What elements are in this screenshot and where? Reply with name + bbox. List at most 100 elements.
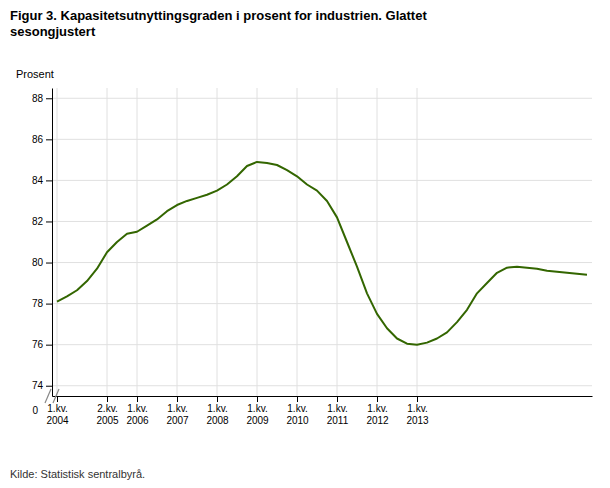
y-tick: 82	[32, 216, 52, 227]
title-line: sesongjustert	[10, 24, 96, 39]
tick-mark	[46, 386, 52, 387]
marks	[57, 162, 587, 345]
grid-line	[377, 88, 378, 396]
tick-label-line: 1.kv.	[47, 403, 67, 414]
grid-line	[52, 180, 592, 181]
x-tick: 2.kv.2005	[96, 396, 119, 426]
tick-mark	[46, 263, 52, 264]
tick-mark	[107, 396, 108, 402]
tick-label-line: 1.kv.	[327, 403, 347, 414]
tick-label-line: 1.kv.	[247, 403, 267, 414]
grid-line	[57, 88, 58, 396]
x-tick: 1.kv.2011	[327, 396, 349, 426]
tick-label: 1.kv.2004	[46, 403, 69, 426]
grid-line	[177, 88, 178, 396]
grid	[52, 88, 592, 396]
tick-label: 86	[32, 134, 44, 145]
tick-label-line: 1.kv.	[207, 403, 227, 414]
tick-label-line: 1.kv.	[127, 403, 147, 414]
tick-label-line: 2006	[126, 415, 149, 426]
grid-line	[257, 88, 258, 396]
grid-line	[297, 88, 298, 396]
source: Kilde: Statistisk sentralbyrå.	[10, 468, 145, 480]
tick-label-line: 2012	[366, 415, 389, 426]
tick-mark	[337, 396, 338, 402]
break-mark	[53, 389, 59, 403]
tick-label: 76	[32, 339, 44, 350]
y-tick: 80	[32, 257, 52, 268]
axis-line	[52, 89, 53, 397]
grid-line	[52, 385, 592, 386]
tick-label-line: 2008	[206, 415, 229, 426]
tick-mark	[257, 396, 258, 402]
tick-label: 88	[32, 93, 44, 104]
grid-line	[217, 88, 218, 396]
axis-line	[53, 396, 593, 397]
tick-label: 2.kv.2005	[96, 403, 119, 426]
y-label: Prosent	[16, 68, 54, 80]
y-axis: 74 76 78 80 82 84 86 88	[32, 89, 53, 397]
tick-mark	[417, 396, 418, 402]
tick-label-line: 1.kv.	[167, 403, 187, 414]
tick-mark	[137, 396, 138, 402]
plot: 74767880828486881.kv.20042.kv.20051.kv.2…	[16, 68, 593, 426]
tick-label: 74	[32, 380, 44, 391]
grid-line	[337, 88, 338, 396]
x-tick: 1.kv.2013	[406, 396, 429, 426]
tick-mark	[46, 345, 52, 346]
grid-line	[52, 221, 592, 222]
tick-label: 1.kv.2006	[126, 403, 149, 426]
tick-mark	[217, 396, 218, 402]
tick-mark	[377, 396, 378, 402]
grid-line	[417, 88, 418, 396]
tick-label: 1.kv.2010	[286, 403, 309, 426]
tick-label-line: 2004	[46, 415, 69, 426]
y-tick: 76	[32, 339, 52, 350]
break-mark	[45, 389, 51, 403]
title-line: Figur 3. Kapasitetsutnyttingsgraden i pr…	[10, 8, 427, 23]
tick-label: 82	[32, 216, 44, 227]
y-tick: 86	[32, 134, 52, 145]
grid-line	[52, 139, 592, 140]
tick-mark	[177, 396, 178, 402]
grid-line	[52, 98, 592, 99]
tick-mark	[46, 139, 52, 140]
x-tick: 1.kv.2007	[166, 396, 189, 426]
tick-label-line: 1.kv.	[367, 403, 387, 414]
tick-label-line: 1.kv.	[287, 403, 307, 414]
tick-mark	[46, 180, 52, 181]
tick-label: 78	[32, 298, 44, 309]
tick-mark	[46, 221, 52, 222]
tick-label: 80	[32, 257, 44, 268]
tick-label: 1.kv.2008	[206, 403, 229, 426]
x-tick: 1.kv.2010	[286, 396, 309, 426]
grid-line	[52, 344, 592, 345]
tick-mark	[57, 396, 58, 402]
title: Figur 3. Kapasitetsutnyttingsgraden i pr…	[10, 8, 427, 39]
grid-line	[52, 303, 592, 304]
y-tick: 74	[32, 380, 52, 391]
y-tick: 88	[32, 93, 52, 104]
tick-label: 1.kv.2013	[406, 403, 429, 426]
x-tick: 1.kv.2008	[206, 396, 229, 426]
tick-label-line: 2009	[246, 415, 269, 426]
x-tick: 1.kv.2004	[46, 396, 69, 426]
tick-label-line: 1.kv.	[407, 403, 427, 414]
tick-label: 1.kv.2007	[166, 403, 189, 426]
tick-label-line: 2010	[286, 415, 309, 426]
annotation: 0	[32, 405, 38, 416]
x-tick: 1.kv.2006	[126, 396, 149, 426]
tick-label: 84	[32, 175, 44, 186]
tick-label-line: 2013	[406, 415, 429, 426]
y-tick: 78	[32, 298, 52, 309]
y-tick: 84	[32, 175, 52, 186]
tick-mark	[297, 396, 298, 402]
tick-label-line: 2011	[327, 415, 349, 426]
tick-label-line: 2007	[166, 415, 189, 426]
tick-mark	[46, 304, 52, 305]
x-axis: 1.kv.20042.kv.20051.kv.20061.kv.20071.kv…	[46, 396, 592, 426]
tick-label-line: 2005	[96, 415, 119, 426]
grid-line	[107, 88, 108, 396]
tick-label: 1.kv.2011	[327, 403, 349, 426]
x-tick: 1.kv.2012	[366, 396, 389, 426]
